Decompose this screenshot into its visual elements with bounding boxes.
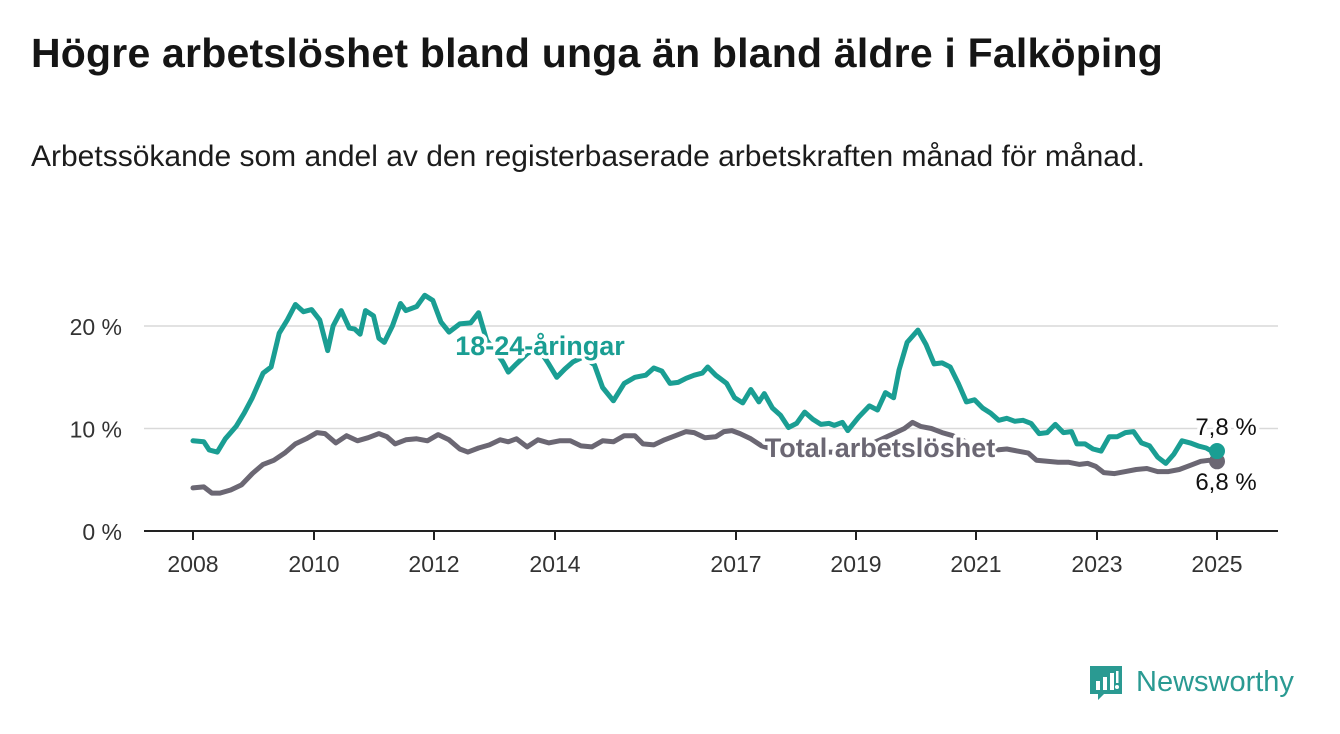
series-end-marker bbox=[1209, 443, 1225, 460]
chart-subtitle: Arbetssökande som andel av den registerb… bbox=[31, 140, 1145, 173]
series-line-total bbox=[190, 419, 1220, 496]
bar-chart-logo-icon bbox=[1090, 666, 1122, 700]
x-tick-label: 2021 bbox=[950, 551, 1001, 577]
grid-lines bbox=[144, 325, 1278, 430]
x-tick-label: 2010 bbox=[288, 551, 339, 577]
y-tick-label: 10 % bbox=[70, 417, 122, 443]
x-tick-label: 2014 bbox=[529, 551, 580, 577]
chart-title: Högre arbetslöshet bland unga än bland ä… bbox=[31, 30, 1164, 76]
y-tick-label: 0 % bbox=[82, 519, 122, 545]
series-labels: 18-24-åringar Total arbetslöshet 7,8 % 6,8 … bbox=[452, 328, 1260, 500]
series-label-youth: 18-24-åringar bbox=[455, 331, 625, 361]
x-axis: 2008 2010 2012 2014 2017 2019 2021 2023 2025 bbox=[144, 530, 1278, 577]
series-line-youth bbox=[190, 292, 1220, 466]
x-tick-label: 2017 bbox=[710, 551, 761, 577]
end-value-label-total: 6,8 % bbox=[1195, 469, 1256, 496]
brand-logo: Newsworthy bbox=[1088, 660, 1294, 704]
brand-name: Newsworthy bbox=[1136, 665, 1294, 698]
end-value-label-youth: 7,8 % bbox=[1195, 414, 1256, 441]
y-tick-label: 20 % bbox=[70, 314, 122, 340]
x-tick-label: 2023 bbox=[1071, 551, 1122, 577]
x-tick-label: 2019 bbox=[830, 551, 881, 577]
x-tick-label: 2008 bbox=[167, 551, 218, 577]
series-lines bbox=[190, 292, 1225, 496]
series-label-total: Total arbetslöshet bbox=[765, 433, 996, 463]
x-tick-label: 2025 bbox=[1191, 551, 1242, 577]
y-axis-tick-labels: 0 % 10 % 20 % bbox=[70, 314, 122, 545]
x-tick-label: 2012 bbox=[408, 551, 459, 577]
